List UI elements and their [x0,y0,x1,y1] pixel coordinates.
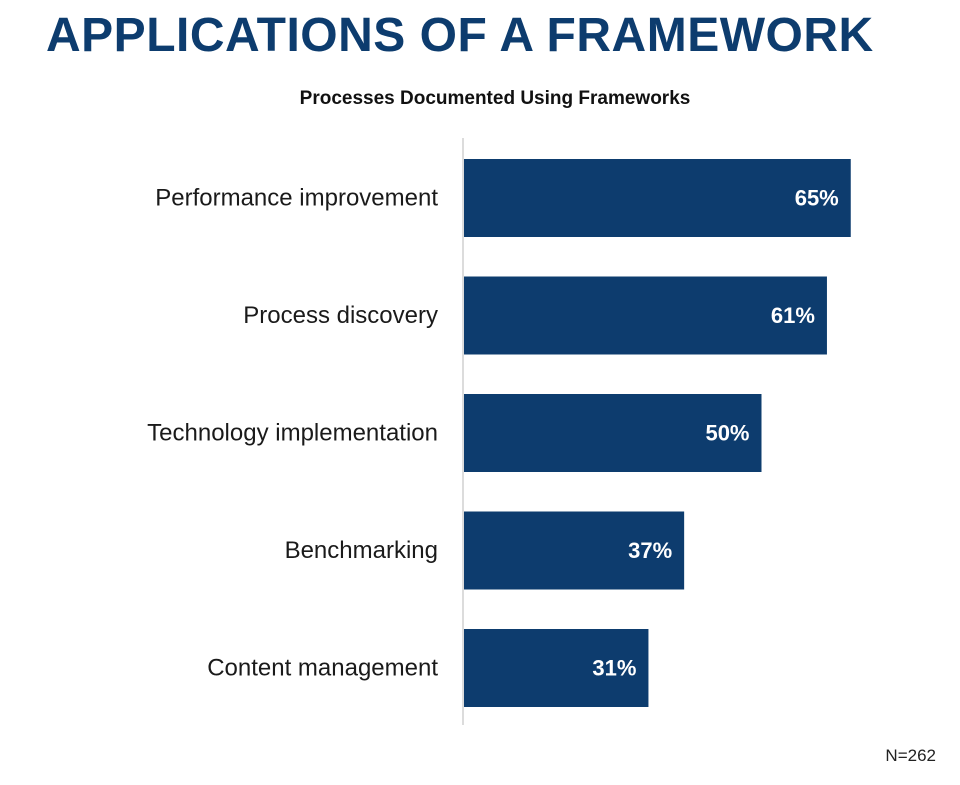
page-title: APPLICATIONS OF A FRAMEWORK [46,9,874,62]
bar [464,276,827,355]
category-label: Process discovery [243,302,438,329]
bar [464,394,762,472]
bar [464,159,851,237]
bar-value-label: 65% [795,186,839,211]
bar-value-label: 61% [771,303,815,328]
bar-value-label: 31% [592,656,636,681]
chart-subtitle: Processes Documented Using Frameworks [299,88,691,109]
bar-value-label: 50% [705,421,749,446]
category-label: Technology implementation [147,420,438,447]
category-label: Content management [207,655,438,682]
category-label: Performance improvement [155,185,438,212]
category-label: Benchmarking [285,537,438,564]
bar-value-label: 37% [628,538,672,563]
bar [464,511,685,590]
sample-size-note: N=262 [885,746,936,765]
bar [464,629,649,707]
